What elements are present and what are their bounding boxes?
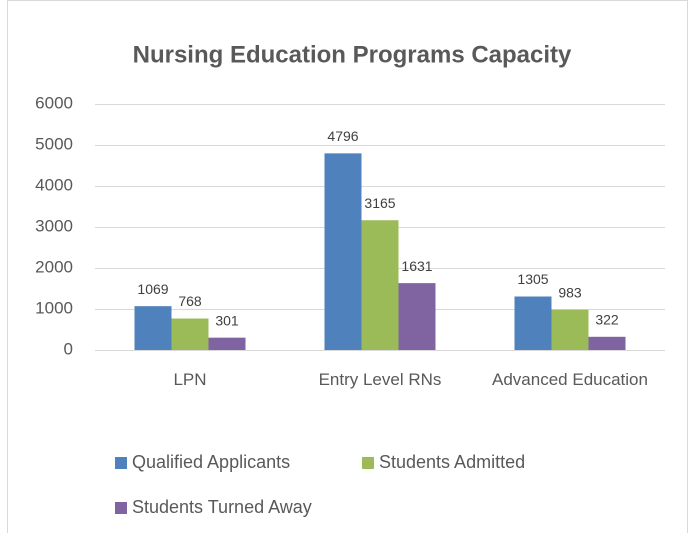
legend-label: Students Admitted [379,452,525,472]
data-label: 1305 [517,271,548,287]
x-tick-label: Entry Level RNs [318,370,442,389]
x-tick-label: LPN [173,370,207,389]
legend-label: Qualified Applicants [132,452,290,472]
data-label: 3165 [364,195,395,211]
data-label: 983 [558,284,582,300]
bar [171,318,209,350]
legend-swatch [115,457,127,469]
chart-title: Nursing Education Programs Capacity [133,41,572,68]
y-tick-label: 5000 [35,134,73,153]
y-tick-label: 2000 [35,257,73,276]
y-tick-label: 4000 [35,175,73,194]
legend-label: Students Turned Away [132,497,312,517]
bar [324,153,362,350]
x-tick-label: Advanced Education [492,370,648,389]
y-tick-label: 0 [64,339,73,358]
data-label: 1069 [137,281,168,297]
data-label: 4796 [327,128,358,144]
data-label: 322 [595,312,619,328]
bar [208,337,246,350]
bar [398,283,436,350]
data-label: 1631 [401,258,432,274]
legend-swatch [362,457,374,469]
bar [134,306,172,350]
y-tick-label: 1000 [35,298,73,317]
data-label: 768 [178,293,202,309]
data-label: 301 [215,312,239,328]
bar [514,296,552,350]
legend-swatch [115,502,127,514]
y-tick-label: 3000 [35,216,73,235]
y-tick-label: 6000 [35,93,73,112]
bar [361,220,399,350]
bar [588,336,626,350]
bar [551,309,589,350]
